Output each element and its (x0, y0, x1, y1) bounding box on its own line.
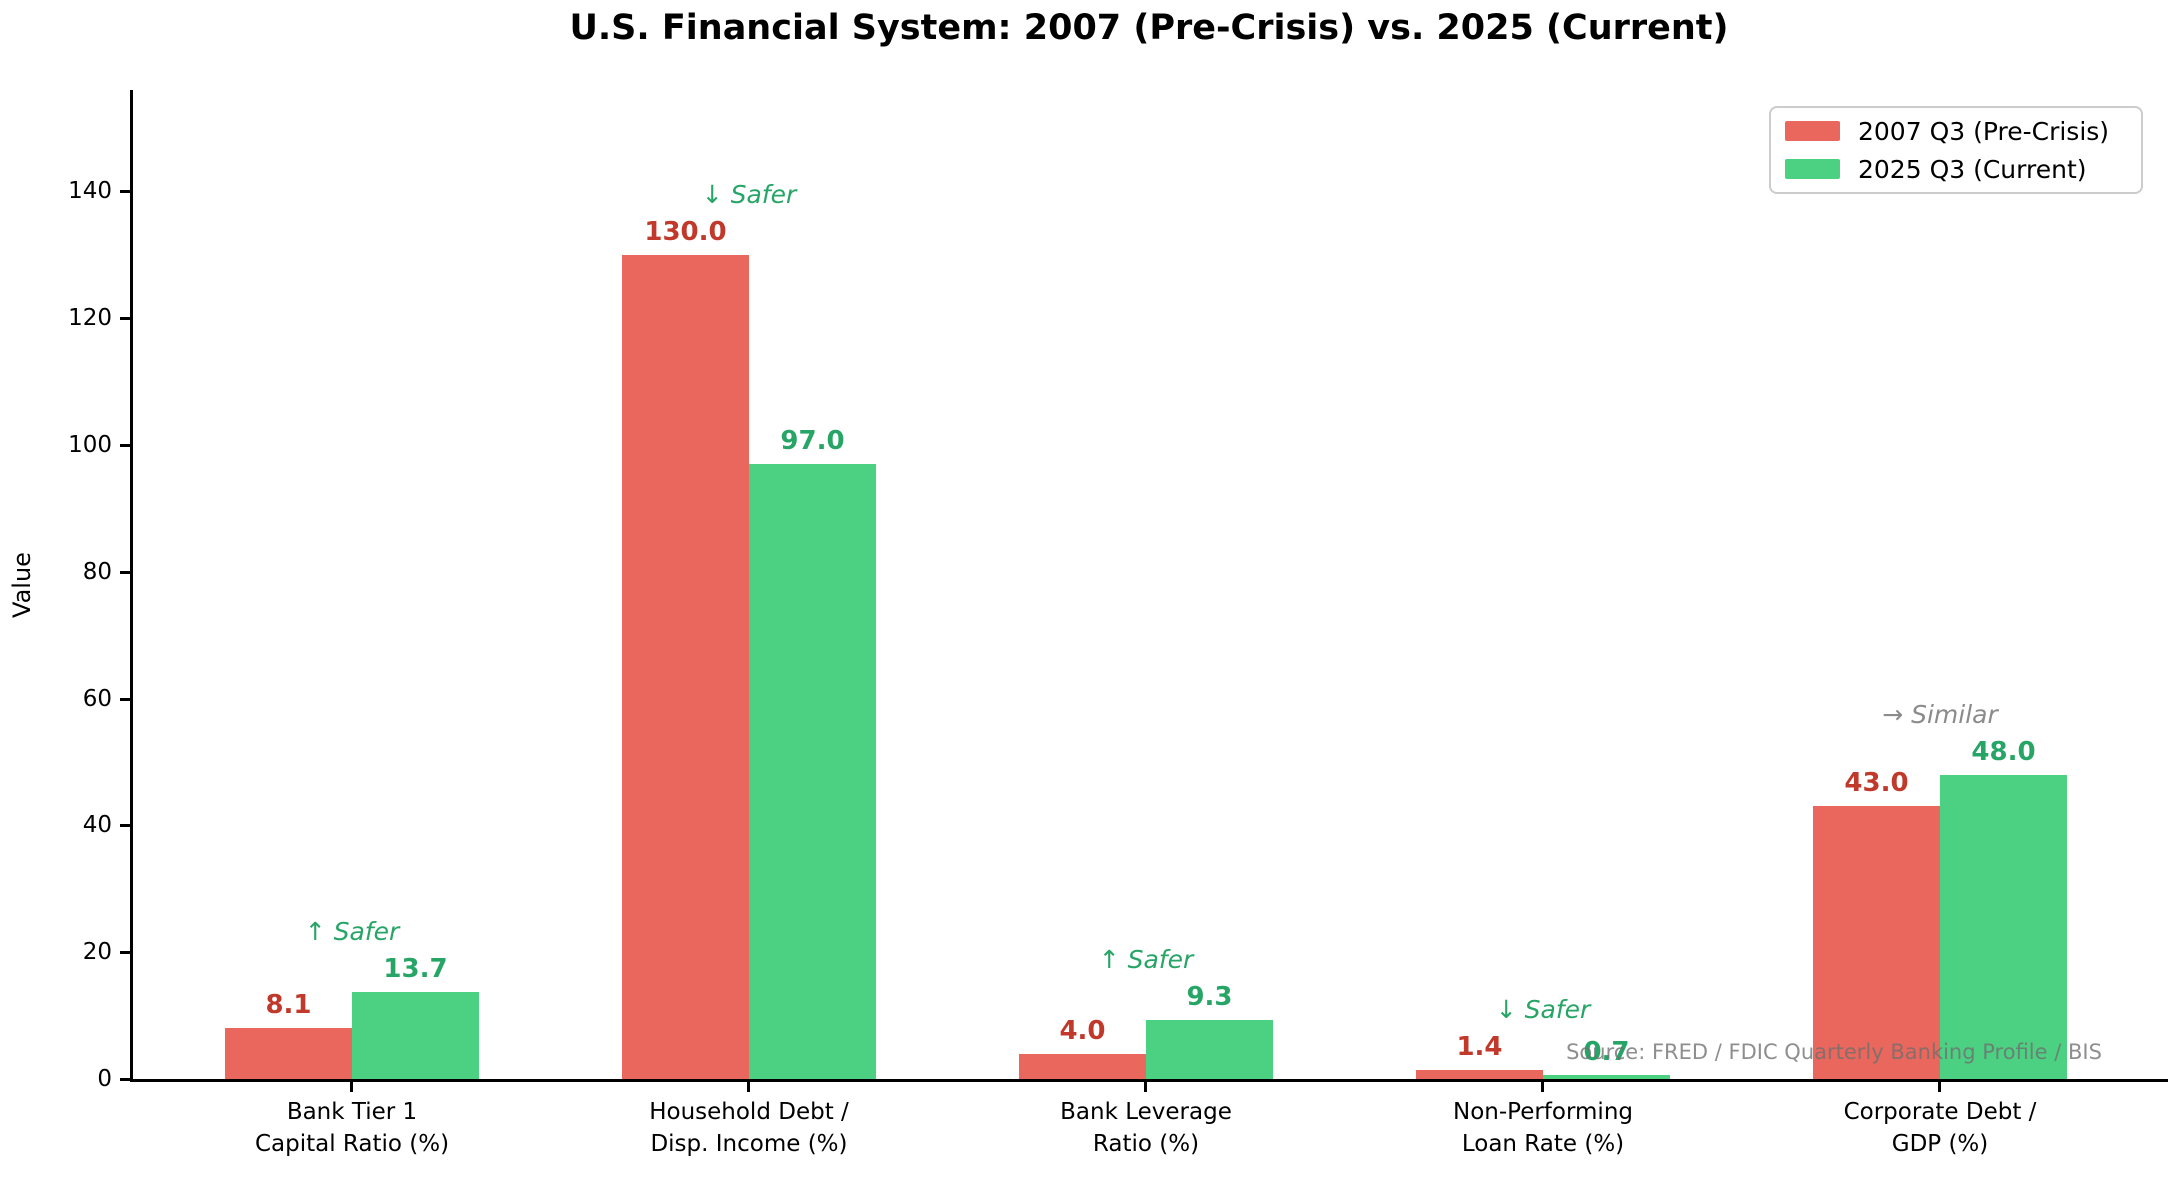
y-tick-label: 40 (82, 812, 112, 839)
y-tick-mark (120, 1078, 130, 1081)
legend: 2007 Q3 (Pre-Crisis) 2025 Q3 (Current) (1769, 106, 2143, 194)
y-tick-mark (120, 317, 130, 321)
x-tick-mark (747, 1082, 750, 1092)
bar (622, 254, 749, 1079)
y-tick-label: 100 (68, 432, 112, 459)
x-tick-label: Bank Tier 1 Capital Ratio (%) (254, 1099, 450, 1157)
y-tick-label: 20 (82, 939, 112, 966)
comparison-annotation: → Similar (1882, 699, 1998, 729)
bar-value-label: 43.0 (1844, 768, 1909, 799)
bar (1146, 1020, 1273, 1079)
legend-swatch-icon (1785, 121, 1840, 141)
x-tick-mark (1541, 1082, 1544, 1092)
x-tick-label: Bank Leverage Ratio (%) (1060, 1099, 1232, 1157)
y-tick-mark (120, 697, 130, 701)
bar-value-label: 9.3 (1186, 982, 1233, 1013)
bar (1019, 1053, 1146, 1079)
y-tick-mark (120, 951, 130, 955)
y-tick-label: 60 (82, 685, 112, 712)
legend-item-label: 2025 Q3 (Current) (1858, 154, 2087, 184)
bar-value-label: 0.7 (1583, 1036, 1630, 1067)
bar (749, 464, 876, 1079)
bar-value-label: 48.0 (1971, 736, 2036, 767)
legend-item-label: 2007 Q3 (Pre-Crisis) (1858, 116, 2110, 146)
x-tick-label: Household Debt / Disp. Income (%) (649, 1099, 849, 1157)
y-tick-label: 120 (68, 305, 112, 332)
source-note: Source: FRED / FDIC Quarterly Banking Pr… (1566, 1040, 2102, 1064)
y-tick-mark (120, 190, 130, 194)
y-tick-mark (120, 570, 130, 574)
x-tick-mark (1938, 1082, 1941, 1092)
comparison-annotation: ↑ Safer (304, 917, 400, 947)
x-tick-mark (1144, 1082, 1147, 1092)
bar (352, 992, 479, 1079)
x-tick-label: Non-Performing Loan Rate (%) (1452, 1099, 1634, 1157)
bar-value-label: 1.4 (1456, 1032, 1503, 1063)
x-tick-mark (350, 1082, 353, 1092)
y-axis-line (130, 90, 133, 1082)
comparison-annotation: ↑ Safer (1098, 945, 1194, 975)
legend-swatch-icon (1785, 159, 1840, 179)
x-axis-line (130, 1079, 2168, 1082)
y-tick-label: 140 (68, 178, 112, 205)
comparison-annotation: ↓ Safer (701, 179, 797, 209)
comparison-annotation: ↓ Safer (1495, 995, 1591, 1025)
bar (1543, 1074, 1670, 1079)
y-tick-label: 80 (82, 558, 112, 585)
x-tick-label: Corporate Debt / GDP (%) (1843, 1099, 2037, 1157)
bar-value-label: 8.1 (265, 989, 312, 1020)
chart-title: U.S. Financial System: 2007 (Pre-Crisis)… (569, 8, 1729, 48)
y-tick-mark (120, 444, 130, 448)
y-tick-mark (120, 824, 130, 828)
bar-value-label: 13.7 (383, 954, 448, 985)
bar-value-label: 97.0 (780, 426, 845, 457)
legend-item: 2007 Q3 (Pre-Crisis) (1785, 117, 2127, 146)
bar-value-label: 4.0 (1059, 1015, 1106, 1046)
legend-item: 2025 Q3 (Current) (1785, 155, 2127, 184)
bar (225, 1027, 352, 1079)
y-tick-label: 0 (97, 1066, 112, 1092)
bar-value-label: 130.0 (644, 216, 727, 247)
bar (1813, 806, 1940, 1079)
bar (1416, 1070, 1543, 1079)
bar (1940, 774, 2067, 1079)
